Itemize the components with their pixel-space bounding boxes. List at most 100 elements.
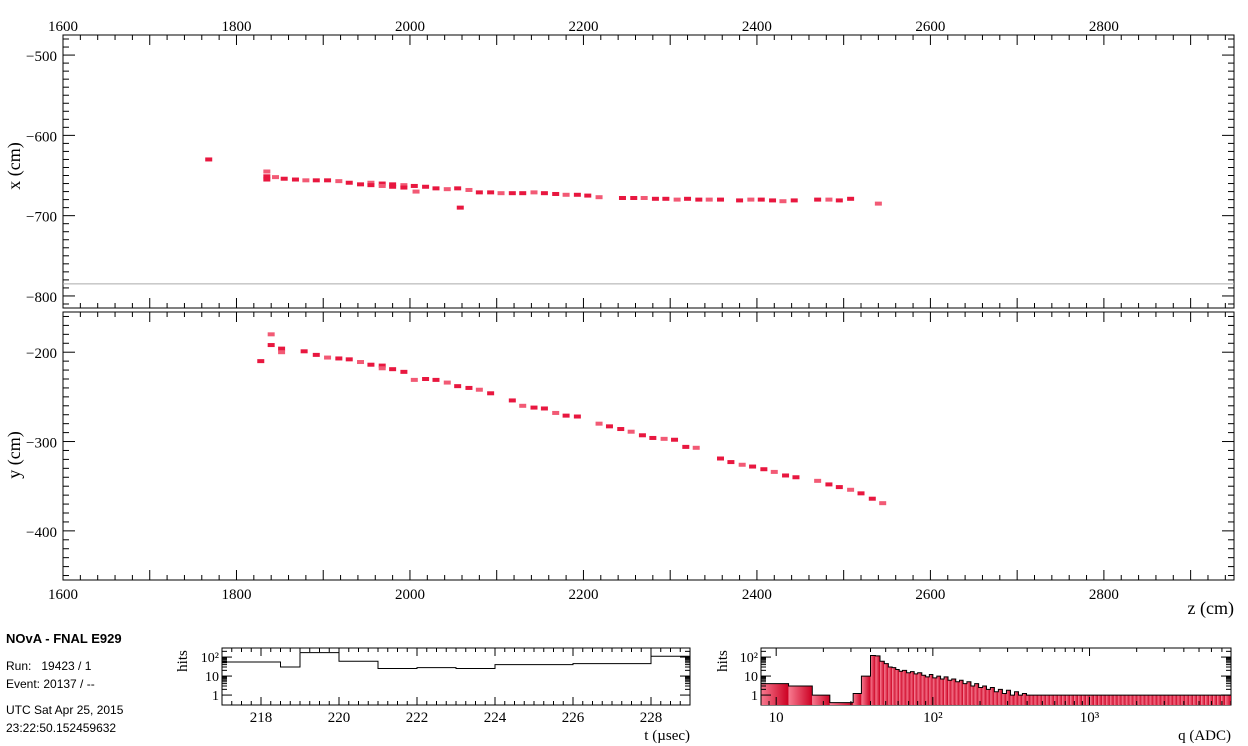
hit-cell [454, 384, 462, 389]
charge-bin [1010, 695, 1015, 705]
top-view-frame [62, 34, 1235, 309]
hit-cell [410, 183, 418, 188]
x-tick-label: 218 [250, 710, 273, 726]
charge-bin [910, 671, 915, 705]
event-number: Event: 20137 / -- [6, 677, 95, 691]
charge-bin [982, 686, 987, 705]
charge-bin [1094, 695, 1099, 705]
hit-cell [278, 346, 286, 351]
x-tick-label: 2000 [395, 19, 425, 35]
y-tick-label: 10 [205, 670, 219, 685]
charge-bin [884, 663, 889, 705]
x-tick-label: 2800 [1089, 19, 1119, 35]
hit-cell [530, 190, 538, 195]
hit-cell [705, 197, 713, 202]
charge-bin [1161, 695, 1166, 705]
y-tick-label: −400 [26, 525, 57, 541]
hit-cell [335, 356, 343, 361]
hit-cell [684, 196, 692, 201]
hit-cell [389, 182, 397, 187]
hit-cell [272, 175, 280, 180]
hit-cell [638, 433, 646, 438]
charge-bin [1149, 695, 1154, 705]
charge-bin [812, 695, 830, 705]
hit-cell [695, 197, 703, 202]
charge-bin [1026, 695, 1031, 705]
charge-bin [929, 674, 933, 705]
charge-bin [914, 673, 918, 705]
hit-cell [519, 403, 527, 408]
charge-bin [888, 667, 893, 705]
charge-bin [1141, 695, 1146, 705]
y-tick-label: −800 [26, 290, 57, 306]
charge-bin [1157, 695, 1162, 705]
hit-cell [671, 437, 679, 442]
hit-cell [770, 469, 778, 474]
side-view-y-axis-label: y (cm) [4, 431, 25, 478]
charge-bin [1006, 690, 1011, 705]
hit-cell [782, 473, 790, 478]
charge-bin [1145, 695, 1150, 705]
hit-cell [584, 193, 592, 198]
charge-bin [1046, 695, 1051, 705]
charge-bin [1082, 695, 1087, 705]
y-tick-label: −700 [26, 210, 57, 226]
x-tick-label: 10³ [1080, 710, 1100, 726]
hit-cell [257, 359, 265, 364]
hit-cell [443, 380, 451, 385]
y-tick-label: 10² [740, 651, 758, 666]
charge-bin [906, 672, 911, 705]
hit-cell [278, 350, 286, 355]
hit-cell [508, 398, 516, 403]
hit-cell [263, 169, 271, 174]
charge-bin [1050, 695, 1055, 705]
hit-cell [562, 192, 570, 197]
charge-bin [1109, 695, 1114, 705]
charge-bin [1086, 695, 1091, 705]
charge-bin [1105, 695, 1110, 705]
charge-bin [951, 679, 956, 705]
charge-bin [990, 687, 995, 705]
charge-bin [1117, 695, 1122, 705]
charge-bin [1038, 695, 1043, 705]
hit-cell [573, 192, 581, 197]
charge-bin [917, 672, 922, 705]
charge-bin [1062, 695, 1067, 705]
charge-bin [1205, 695, 1210, 705]
hit-cell [300, 349, 308, 354]
hit-cell [814, 478, 822, 483]
hit-cell [312, 178, 320, 183]
hit-cell [465, 385, 473, 390]
charge-bin [1213, 695, 1218, 705]
charge-bin [1185, 695, 1190, 705]
charge-bin [1121, 695, 1126, 705]
hit-cell [738, 462, 746, 467]
hit-cell [847, 487, 855, 492]
charge-bin [921, 675, 926, 705]
charge-bin [955, 681, 960, 705]
charge-bin [970, 686, 975, 705]
charge-bin [1177, 695, 1182, 705]
experiment-title: NOvA - FNAL E929 [6, 631, 122, 646]
hit-cell [651, 196, 659, 201]
charge-bin [1098, 695, 1102, 705]
x-tick-label: 2200 [568, 587, 598, 603]
x-tick-label: 1600 [48, 587, 78, 603]
x-tick-label: 224 [484, 710, 507, 726]
hit-cell [716, 197, 724, 202]
charge-bin [1058, 695, 1063, 705]
charge-bin [875, 655, 881, 705]
hit-cell [367, 180, 375, 185]
charge-bin [1078, 695, 1083, 705]
time-histogram-frame [221, 647, 691, 706]
hit-cell [280, 176, 288, 181]
charge-histogram-outline [760, 655, 1231, 705]
hit-cell [357, 182, 365, 187]
top-view-y-axis-label: x (cm) [4, 142, 25, 189]
hit-cell [562, 413, 570, 418]
hit-cell [682, 444, 690, 449]
hit-cell [595, 421, 603, 426]
hit-cell [573, 414, 581, 419]
hit-cell [475, 387, 483, 392]
